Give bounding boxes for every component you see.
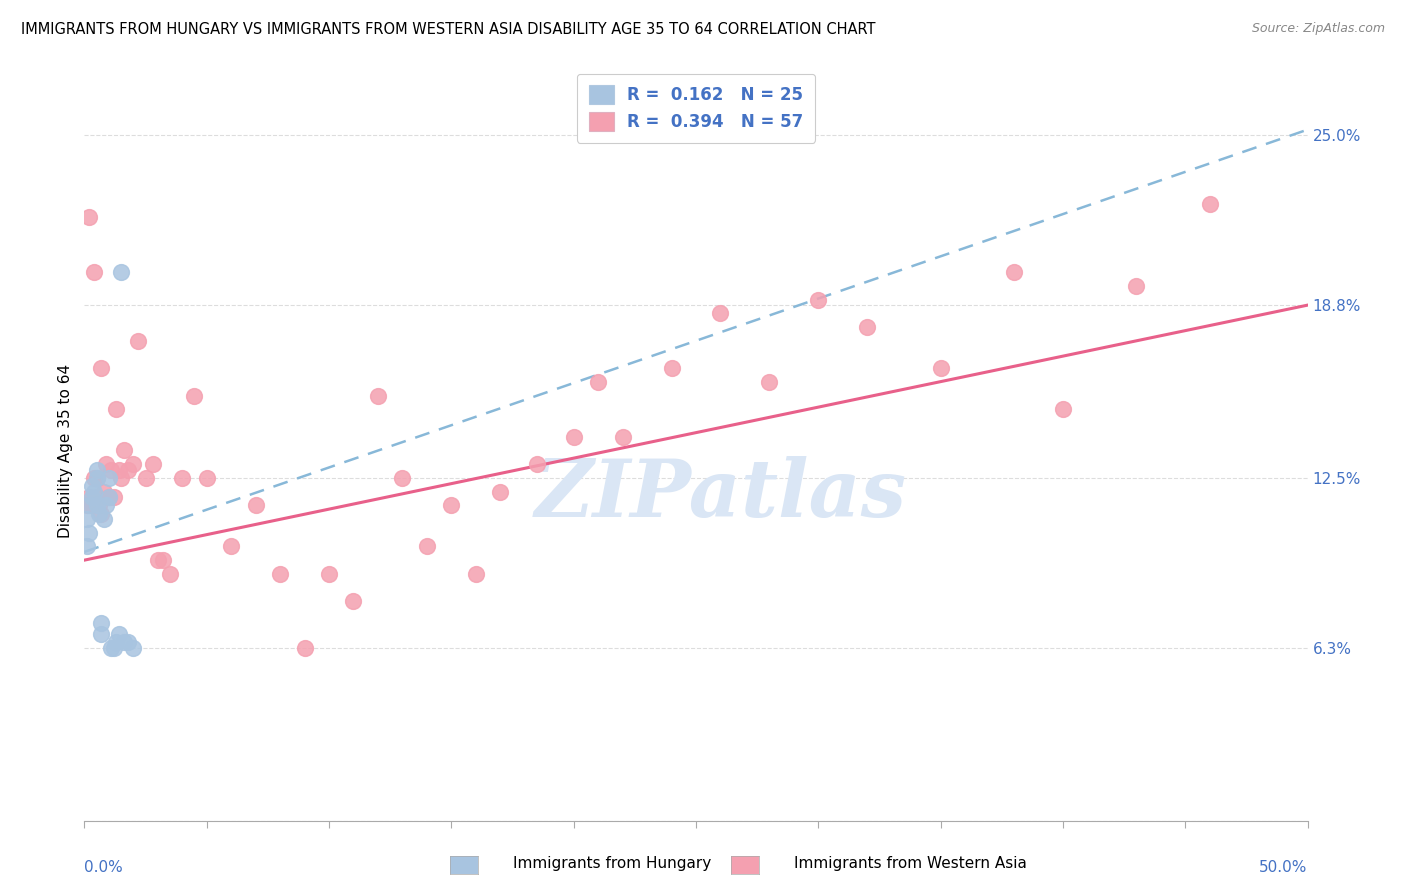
Text: Source: ZipAtlas.com: Source: ZipAtlas.com [1251,22,1385,36]
Point [87,498,110,512]
Point [1125,279,1147,293]
Point [440,498,463,512]
Point [80,498,103,512]
Point [83,265,105,279]
Point [127,334,149,348]
Point [661,361,683,376]
Point [562,430,585,444]
Text: 50.0%: 50.0% [1260,860,1308,874]
Point [172,471,194,485]
Point [269,566,291,581]
Point [135,471,157,485]
Point [83,471,105,485]
Point [117,463,139,477]
Point [391,471,413,485]
Point [77,498,100,512]
Point [77,525,100,540]
Point [758,375,780,389]
Point [86,471,108,485]
Point [195,471,218,485]
Point [97,490,120,504]
Point [416,540,439,554]
Point [107,463,129,477]
Point [86,471,108,485]
Point [76,498,98,512]
Point [86,490,108,504]
Point [112,635,135,649]
Text: 0.0%: 0.0% [84,860,124,874]
Point [1198,196,1220,211]
Point [87,507,110,521]
Point [586,375,609,389]
Point [105,635,128,649]
Point [76,540,98,554]
Point [90,627,112,641]
Point [122,457,145,471]
Point [489,484,512,499]
Point [105,402,128,417]
Point [464,566,486,581]
Point [83,484,105,499]
Point [80,490,103,504]
Point [342,594,364,608]
Point [96,457,118,471]
Point [77,490,100,504]
Point [80,479,103,493]
Point [112,443,135,458]
Point [93,512,115,526]
Text: ZIPatlas: ZIPatlas [534,456,907,533]
Point [159,566,181,581]
Point [152,553,174,567]
Point [146,553,169,567]
Point [367,389,389,403]
Point [90,361,112,376]
Point [1002,265,1025,279]
Point [86,463,108,477]
Point [86,498,108,512]
Text: Immigrants from Western Asia: Immigrants from Western Asia [794,856,1028,871]
Point [245,498,267,512]
Point [90,616,112,631]
Point [183,389,205,403]
Point [929,361,952,376]
Point [122,640,145,655]
Point [117,635,139,649]
Legend: R =  0.162   N = 25, R =  0.394   N = 57: R = 0.162 N = 25, R = 0.394 N = 57 [576,74,815,143]
Point [219,540,242,554]
Point [97,490,120,504]
Point [856,320,879,334]
Point [93,484,115,499]
Point [709,306,731,320]
Point [77,211,100,225]
Point [318,566,340,581]
Point [142,457,165,471]
Point [103,640,125,655]
Point [103,490,125,504]
Text: IMMIGRANTS FROM HUNGARY VS IMMIGRANTS FROM WESTERN ASIA DISABILITY AGE 35 TO 64 : IMMIGRANTS FROM HUNGARY VS IMMIGRANTS FR… [21,22,876,37]
Y-axis label: Disability Age 35 to 64: Disability Age 35 to 64 [58,363,73,538]
Point [1052,402,1074,417]
Point [110,265,132,279]
Point [612,430,634,444]
Point [100,463,122,477]
Point [526,457,548,471]
Point [110,471,132,485]
Point [76,512,98,526]
Text: Immigrants from Hungary: Immigrants from Hungary [513,856,711,871]
Point [96,498,118,512]
Point [97,471,120,485]
Point [294,640,316,655]
Point [90,507,112,521]
Point [807,293,830,307]
Point [100,640,122,655]
Point [107,627,129,641]
